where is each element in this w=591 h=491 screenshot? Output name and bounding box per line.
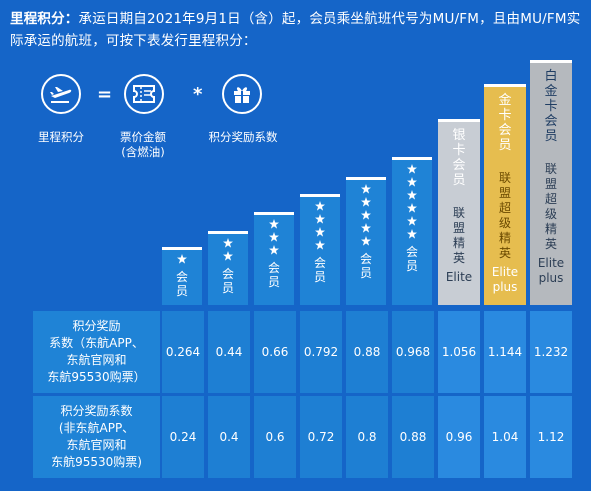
- table-cell: 0.88: [392, 396, 434, 478]
- tier-label: 会员: [405, 245, 418, 273]
- row-label-line: 积分奖励系数: [60, 404, 133, 418]
- elite-tier-name: 金卡会员: [498, 93, 512, 153]
- elite-tier-english: Elite plus: [491, 265, 519, 294]
- star-icon: [407, 177, 417, 187]
- star-icon: [361, 236, 371, 246]
- elite-tier-bar: 银卡会员联盟精英 Elite: [438, 119, 480, 305]
- table-cell: 0.4: [208, 396, 250, 478]
- airplane-icon: [41, 74, 81, 114]
- star-icon: [361, 210, 371, 220]
- tier-bar: 会员: [162, 247, 202, 305]
- table-cell: 0.88: [346, 311, 388, 393]
- star-icon: [407, 229, 417, 239]
- table-cell: 1.232: [530, 311, 572, 393]
- row-label: 积分奖励系数 (非东航APP、 东航官网和东航95530购票): [33, 396, 160, 478]
- bonus-label: 积分奖励系数: [208, 130, 278, 144]
- star-icon: [361, 197, 371, 207]
- tier-bar: 会员: [392, 157, 432, 305]
- table-cell: 0.8: [346, 396, 388, 478]
- tier-label: 会员: [313, 256, 326, 284]
- star-icon: [315, 201, 325, 211]
- row-label-line: 东航95530购票）: [47, 370, 146, 384]
- tier-label: 会员: [221, 267, 234, 295]
- table-cell: 0.24: [162, 396, 204, 478]
- star-icon: [315, 240, 325, 250]
- row-label-line: 东航官网和: [66, 353, 127, 367]
- elite-tier-name: 白金卡会员: [544, 69, 558, 144]
- row-label-line: 系数（东航APP、: [49, 336, 144, 350]
- star-icon: [407, 216, 417, 226]
- tier-stars: [223, 238, 233, 261]
- table-cell: 1.04: [484, 396, 526, 478]
- table-cell: 0.792: [300, 311, 342, 393]
- tier-bar: 会员: [254, 212, 294, 305]
- multiply-sign: *: [193, 84, 203, 105]
- star-icon: [407, 164, 417, 174]
- table-row: 积分奖励 系数（东航APP、 东航官网和 东航95530购票） 0.264 0.44 0.6…: [33, 311, 579, 393]
- star-icon: [407, 203, 417, 213]
- elite-tier-name: 银卡会员: [452, 128, 466, 188]
- intro-text: 里程积分：承运日期自2021年9月1日（含）起，会员乘坐航班代号为MU/FM，且…: [10, 8, 582, 52]
- tier-stars: [177, 254, 187, 264]
- table-cell: 1.144: [484, 311, 526, 393]
- table-row: 积分奖励系数 (非东航APP、 东航官网和 东航95530购票) 0.24 0.4 0.6 0…: [33, 396, 579, 478]
- table-cell: 0.6: [254, 396, 296, 478]
- elite-tier-alliance: 联盟超级精英: [498, 171, 511, 260]
- elite-tier-english: Elite: [445, 270, 473, 284]
- row-label-line: 东航官网和: [66, 438, 127, 452]
- row-label-line: (非东航APP、: [58, 421, 135, 435]
- row-label-line: 积分奖励: [72, 319, 121, 333]
- fare-label: 票价金额 (含燃油): [120, 130, 166, 159]
- star-icon: [407, 190, 417, 200]
- elite-tier-bar: 白金卡会员联盟超级精英 Elite plus: [530, 60, 572, 305]
- tier-stars: [315, 201, 325, 250]
- row-label-line: 东航95530购票): [51, 455, 142, 469]
- star-icon: [223, 238, 233, 248]
- table-cell: 1.12: [530, 396, 572, 478]
- elite-tier-english: Elite plus: [537, 256, 565, 285]
- star-icon: [223, 251, 233, 261]
- tier-stars: [361, 184, 371, 246]
- star-icon: [177, 254, 187, 264]
- star-icon: [361, 184, 371, 194]
- tier-bar: 会员: [346, 177, 386, 305]
- row-label: 积分奖励系数（东航APP、 东航官网和东航95530购票）: [33, 311, 160, 393]
- star-icon: [315, 214, 325, 224]
- tier-label: 会员: [267, 261, 280, 289]
- tier-bar: 会员: [208, 231, 248, 305]
- elite-tier-alliance: 联盟精英: [452, 206, 465, 265]
- elite-tier-bar: 金卡会员联盟超级精英 Elite plus: [484, 84, 526, 305]
- elite-tier-alliance: 联盟超级精英: [544, 162, 557, 251]
- star-icon: [269, 232, 279, 242]
- table-cell: 0.96: [438, 396, 480, 478]
- tier-stars: [407, 164, 417, 239]
- equals-sign: =: [97, 84, 113, 105]
- table-cell: 0.264: [162, 311, 204, 393]
- ticket-icon: [124, 74, 164, 114]
- intro-lead: 里程积分：: [10, 11, 79, 27]
- star-icon: [269, 245, 279, 255]
- tier-label: 会员: [359, 252, 372, 280]
- star-icon: [269, 219, 279, 229]
- table-cell: 0.66: [254, 311, 296, 393]
- table-cell: 1.056: [438, 311, 480, 393]
- miles-label: 里程积分: [38, 130, 84, 144]
- star-icon: [361, 223, 371, 233]
- tier-bar: 会员: [300, 194, 340, 305]
- table-cell: 0.44: [208, 311, 250, 393]
- intro-body: 承运日期自2021年9月1日（含）起，会员乘坐航班代号为MU/FM，且由MU/F…: [10, 11, 581, 49]
- tier-stars: [269, 219, 279, 255]
- star-icon: [315, 227, 325, 237]
- table-cell: 0.72: [300, 396, 342, 478]
- tier-label: 会员: [175, 270, 188, 298]
- gift-icon: [222, 74, 262, 114]
- table-cell: 0.968: [392, 311, 434, 393]
